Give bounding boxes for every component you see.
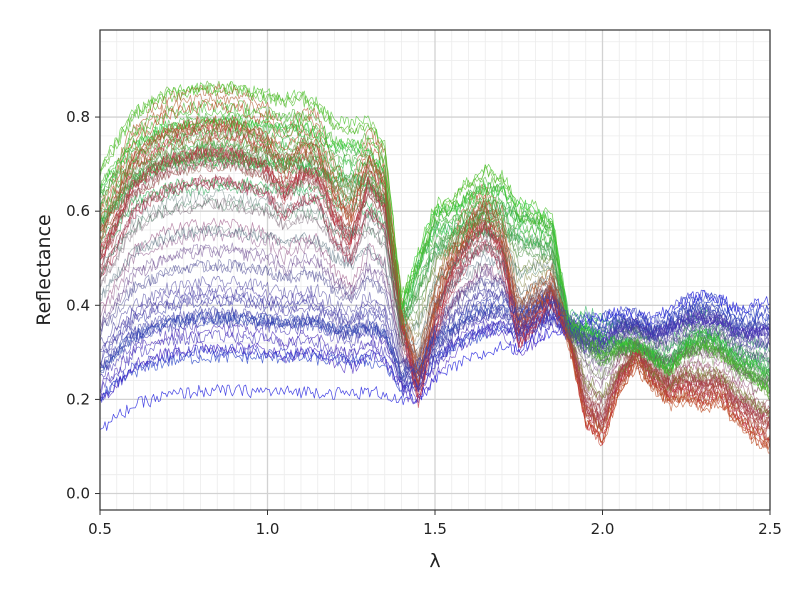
y-axis-ticks: 0.0 0.2 0.4 0.6 0.8: [66, 108, 100, 503]
spectrum-line: [99, 114, 771, 395]
spectra-series-group: [99, 80, 771, 454]
x-tick-label: 0.5: [88, 520, 112, 538]
x-tick-label: 1.5: [423, 520, 447, 538]
spectrum-line: [99, 114, 771, 382]
spectrum-line: [99, 92, 771, 443]
spectrum-line: [99, 224, 771, 359]
spectrum-line: [99, 294, 771, 388]
x-axis-ticks: 0.5 1.0 1.5 2.0 2.5: [88, 510, 782, 538]
spectrum-line: [99, 100, 771, 450]
spectrum-line: [99, 275, 771, 374]
spectrum-line: [99, 292, 771, 377]
spectrum-line: [99, 122, 771, 418]
spectrum-line: [99, 116, 771, 430]
spectrum-line: [99, 242, 771, 371]
spectrum-line: [99, 300, 771, 381]
x-tick-label: 1.0: [256, 520, 280, 538]
spectrum-line: [99, 259, 771, 369]
spectrum-line: [99, 313, 771, 405]
spectrum-line: [99, 149, 771, 387]
spectrum-line: [99, 145, 771, 441]
y-tick-label: 0.2: [66, 390, 90, 408]
y-tick-label: 0.8: [66, 108, 90, 126]
x-tick-label: 2.0: [591, 520, 615, 538]
spectrum-line: [99, 80, 771, 401]
x-axis-label: λ: [429, 550, 440, 572]
y-tick-label: 0.4: [66, 296, 90, 314]
spectrum-line: [99, 197, 771, 387]
spectrum-line: [99, 131, 771, 441]
spectrum-line: [99, 284, 771, 379]
y-tick-label: 0.6: [66, 202, 90, 220]
y-tick-label: 0.0: [66, 485, 90, 503]
spectrum-line: [99, 312, 771, 396]
x-tick-label: 2.5: [758, 520, 782, 538]
y-axis-label: Reflectance: [33, 214, 55, 325]
